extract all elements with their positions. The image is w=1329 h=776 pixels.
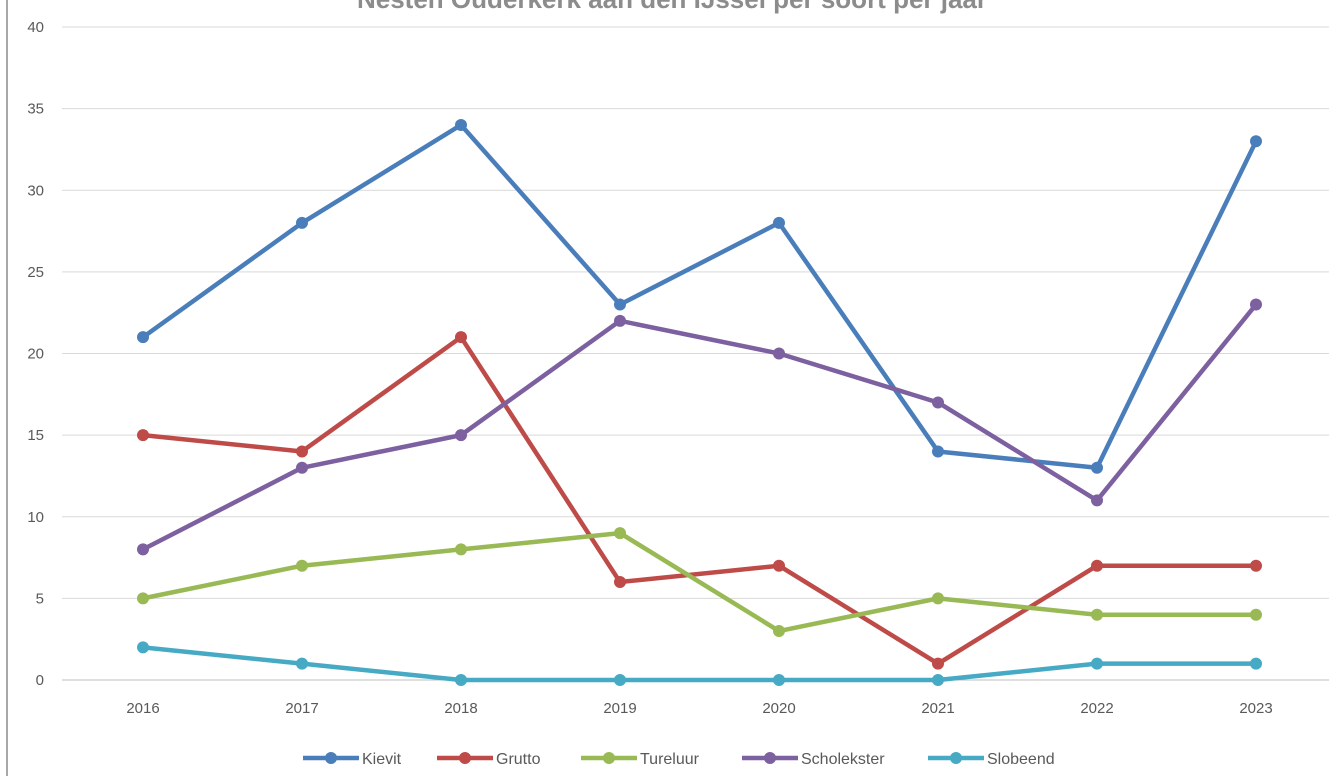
data-point [137, 543, 149, 556]
data-point [1091, 461, 1103, 474]
data-point [1091, 494, 1103, 507]
data-point [614, 576, 626, 589]
data-point [455, 674, 467, 686]
data-point [932, 657, 944, 670]
legend-label: Kievit [362, 751, 402, 768]
legend-label: Scholekster [801, 751, 885, 768]
legend-marker [459, 752, 471, 764]
x-tick-label: 2017 [285, 700, 318, 717]
data-point [137, 429, 149, 442]
series-line [140, 530, 1259, 634]
series-lines [137, 118, 1262, 686]
data-point [455, 543, 467, 556]
legend-item: Scholekster [742, 751, 885, 768]
data-point [932, 592, 944, 605]
legend-label: Slobeend [987, 751, 1055, 768]
legend-item: Tureluur [581, 751, 700, 768]
data-point [773, 216, 785, 229]
data-point [296, 216, 308, 229]
y-tick-label: 0 [36, 672, 44, 689]
x-tick-label: 2018 [444, 700, 477, 717]
x-tick-label: 2023 [1239, 700, 1272, 717]
data-point [773, 559, 785, 572]
legend-label: Grutto [496, 751, 541, 768]
data-point [614, 527, 626, 540]
data-point [1250, 657, 1262, 670]
series-scholekster [137, 298, 1262, 556]
data-point [932, 674, 944, 686]
y-axis-ticks: 0 5 10 15 20 25 30 35 40 [27, 19, 44, 689]
x-tick-label: 2019 [603, 700, 636, 717]
data-point [137, 331, 149, 344]
y-tick-label: 40 [27, 19, 44, 36]
legend-marker [950, 752, 962, 764]
x-tick-label: 2021 [921, 700, 954, 717]
data-point [1250, 135, 1262, 148]
data-point [614, 298, 626, 311]
data-point [1091, 559, 1103, 572]
x-axis-ticks: 2016 2017 2018 2019 2020 2021 2022 2023 [126, 700, 1272, 717]
legend-marker [325, 752, 337, 764]
chart-title: Nesten Ouderkerk aan den IJssel per soor… [357, 0, 987, 14]
title-background [205, 0, 1140, 26]
series-line [140, 645, 1259, 683]
legend-marker [764, 752, 776, 764]
y-tick-label: 20 [27, 346, 44, 363]
x-tick-label: 2016 [126, 700, 159, 717]
x-tick-label: 2022 [1080, 700, 1113, 717]
y-tick-label: 10 [27, 509, 44, 526]
series-line [140, 334, 1259, 666]
series-line [140, 122, 1259, 471]
data-point [296, 445, 308, 458]
data-point [296, 559, 308, 572]
data-point [1091, 657, 1103, 670]
series-grutto [137, 331, 1262, 670]
data-point [1091, 608, 1103, 621]
legend: Kievit Grutto Tureluur Scholekster Slobeend [303, 751, 1055, 768]
series-slobeend [137, 641, 1262, 686]
legend-item: Grutto [437, 751, 541, 768]
y-tick-label: 5 [36, 590, 44, 607]
legend-item: Slobeend [928, 751, 1055, 768]
data-point [296, 461, 308, 474]
y-tick-label: 15 [27, 427, 44, 444]
series-kievit [137, 118, 1262, 474]
data-point [614, 314, 626, 327]
data-point [614, 674, 626, 686]
series-tureluur [137, 527, 1262, 638]
legend-marker [603, 752, 615, 764]
data-point [1250, 608, 1262, 621]
data-point [455, 331, 467, 344]
series-line [140, 302, 1259, 552]
legend-label: Tureluur [640, 751, 700, 768]
data-point [932, 396, 944, 409]
data-point [773, 625, 785, 638]
data-point [296, 657, 308, 670]
x-tick-label: 2020 [762, 700, 795, 717]
data-point [1250, 559, 1262, 572]
data-point [1250, 298, 1262, 311]
gridlines [62, 26, 1329, 681]
data-point [932, 445, 944, 458]
legend-item: Kievit [303, 751, 402, 768]
y-tick-label: 30 [27, 182, 44, 199]
data-point [773, 347, 785, 360]
data-point [455, 118, 467, 131]
y-tick-label: 25 [27, 264, 44, 281]
data-point [455, 429, 467, 442]
data-point [137, 592, 149, 605]
y-tick-label: 35 [27, 101, 44, 118]
data-point [773, 674, 785, 686]
data-point [137, 641, 149, 654]
